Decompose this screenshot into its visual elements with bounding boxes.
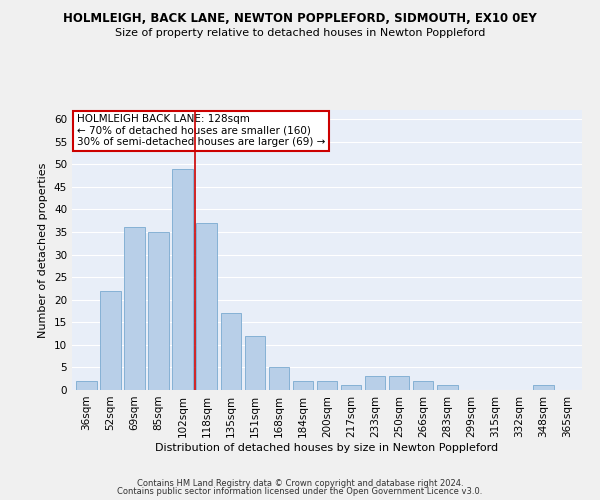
Bar xyxy=(148,232,169,390)
Bar xyxy=(437,386,458,390)
Bar xyxy=(413,381,433,390)
Bar xyxy=(245,336,265,390)
Bar xyxy=(172,168,193,390)
Text: Contains public sector information licensed under the Open Government Licence v3: Contains public sector information licen… xyxy=(118,487,482,496)
X-axis label: Distribution of detached houses by size in Newton Poppleford: Distribution of detached houses by size … xyxy=(155,442,499,452)
Bar xyxy=(365,376,385,390)
Bar xyxy=(221,313,241,390)
Bar xyxy=(124,228,145,390)
Bar xyxy=(317,381,337,390)
Bar xyxy=(76,381,97,390)
Bar xyxy=(533,386,554,390)
Text: Contains HM Land Registry data © Crown copyright and database right 2024.: Contains HM Land Registry data © Crown c… xyxy=(137,478,463,488)
Bar xyxy=(269,368,289,390)
Bar xyxy=(389,376,409,390)
Text: HOLMLEIGH, BACK LANE, NEWTON POPPLEFORD, SIDMOUTH, EX10 0EY: HOLMLEIGH, BACK LANE, NEWTON POPPLEFORD,… xyxy=(63,12,537,26)
Bar xyxy=(196,223,217,390)
Bar xyxy=(100,290,121,390)
Bar xyxy=(341,386,361,390)
Bar xyxy=(293,381,313,390)
Text: Size of property relative to detached houses in Newton Poppleford: Size of property relative to detached ho… xyxy=(115,28,485,38)
Text: HOLMLEIGH BACK LANE: 128sqm
← 70% of detached houses are smaller (160)
30% of se: HOLMLEIGH BACK LANE: 128sqm ← 70% of det… xyxy=(77,114,325,148)
Y-axis label: Number of detached properties: Number of detached properties xyxy=(38,162,49,338)
